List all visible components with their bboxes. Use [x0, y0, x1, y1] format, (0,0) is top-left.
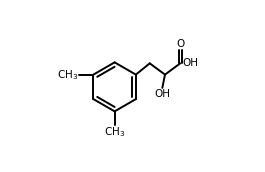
Text: CH$_3$: CH$_3$ [104, 126, 125, 139]
Text: CH$_3$: CH$_3$ [56, 68, 78, 82]
Text: OH: OH [154, 89, 170, 99]
Text: OH: OH [182, 58, 198, 68]
Text: O: O [176, 39, 184, 49]
